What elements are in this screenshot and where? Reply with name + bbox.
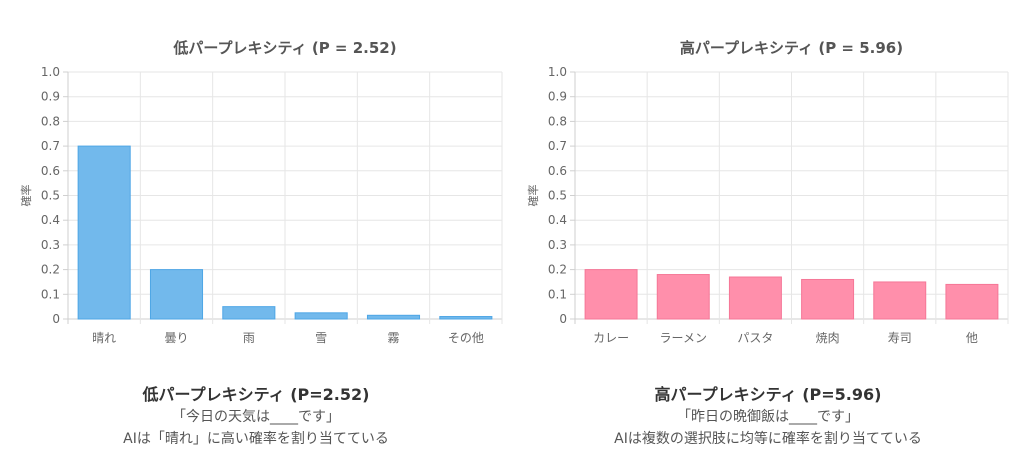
bar xyxy=(149,269,204,320)
y-tick-label: 0.9 xyxy=(548,90,567,104)
bar xyxy=(439,316,493,320)
y-tick-label: 0 xyxy=(52,312,60,326)
y-tick-label: 0.7 xyxy=(548,139,567,153)
bar xyxy=(294,312,348,320)
bar xyxy=(728,276,782,320)
y-tick-label: 0.3 xyxy=(41,238,60,252)
caption-low-perplexity: 低パープレキシティ (P=2.52) 「今日の天気は____です」 AIは「晴れ… xyxy=(0,384,512,450)
y-axis-label: 確率 xyxy=(19,185,33,207)
x-tick-label: 他 xyxy=(966,331,978,345)
bar xyxy=(366,314,421,320)
bar xyxy=(873,281,927,320)
x-tick-label: 霧 xyxy=(387,331,399,345)
x-tick-label: パスタ xyxy=(737,331,773,345)
chart-title: 高パープレキシティ (P = 5.96) xyxy=(680,39,903,57)
y-tick-label: 0.5 xyxy=(41,189,60,203)
y-tick-label: 0.9 xyxy=(41,90,60,104)
caption-prompt: 「昨日の晩御飯は____です」 xyxy=(677,409,859,425)
y-tick-label: 0.8 xyxy=(41,114,60,128)
x-tick-label: その他 xyxy=(448,331,484,345)
bar xyxy=(801,278,855,320)
bar xyxy=(656,274,710,320)
caption-description: AIは複数の選択肢に均等に確率を割り当てている xyxy=(614,431,922,447)
x-tick-label: 雨 xyxy=(243,331,255,345)
bar xyxy=(77,145,131,320)
y-tick-label: 0.4 xyxy=(41,213,60,227)
y-tick-label: 1.0 xyxy=(548,65,567,79)
caption-title: 高パープレキシティ (P=5.96) xyxy=(654,385,882,404)
bar xyxy=(945,283,999,320)
caption-description: AIは「晴れ」に高い確率を割り当てている xyxy=(123,431,389,447)
y-tick-label: 0.6 xyxy=(41,164,60,178)
y-tick-label: 0.5 xyxy=(548,189,567,203)
y-tick-label: 0.1 xyxy=(548,287,567,301)
chart-title: 低パープレキシティ (P = 2.52) xyxy=(172,39,396,57)
caption-title: 低パープレキシティ (P=2.52) xyxy=(142,385,370,404)
caption-prompt: 「今日の天気は____です」 xyxy=(172,409,340,425)
y-tick-label: 0.8 xyxy=(548,114,567,128)
y-tick-label: 0.2 xyxy=(41,263,60,277)
caption-high-perplexity: 高パープレキシティ (P=5.96) 「昨日の晩御飯は____です」 AIは複数… xyxy=(512,384,1024,450)
charts-canvas: 低パープレキシティ (P = 2.52) 確率 0 0.1 0.2 0.3 0.4 0.5 0.… xyxy=(19,39,1009,345)
chart-high-perplexity: 高パープレキシティ (P = 5.96) 確率 0 0.1 0.2 0.3 0.4 0.5 0.… xyxy=(526,39,1009,345)
y-tick-label: 0.6 xyxy=(548,164,567,178)
x-tick-label: ラーメン xyxy=(659,331,707,345)
x-tick-label: 寿司 xyxy=(888,331,912,345)
y-tick-label: 0.3 xyxy=(548,238,567,252)
x-tick-label: カレー xyxy=(593,331,629,345)
y-tick-label: 0.1 xyxy=(41,287,60,301)
y-tick-label: 0 xyxy=(559,312,567,326)
x-tick-label: 曇り xyxy=(164,331,188,345)
y-tick-label: 0.7 xyxy=(41,139,60,153)
y-tick-label: 0.4 xyxy=(548,213,567,227)
bar xyxy=(222,306,276,320)
y-tick-label: 1.0 xyxy=(41,65,60,79)
y-axis-label: 確率 xyxy=(526,185,540,207)
bar xyxy=(584,269,638,320)
chart-low-perplexity: 低パープレキシティ (P = 2.52) 確率 0 0.1 0.2 0.3 0.4 0.5 0.… xyxy=(19,39,503,345)
x-tick-label: 晴れ xyxy=(92,331,116,345)
x-tick-label: 焼肉 xyxy=(816,331,840,345)
y-tick-label: 0.2 xyxy=(548,263,567,277)
x-tick-label: 雪 xyxy=(315,331,327,345)
